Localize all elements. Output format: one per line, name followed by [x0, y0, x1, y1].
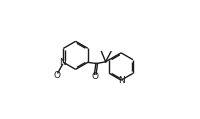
Text: N: N: [118, 76, 124, 85]
Text: N: N: [59, 58, 66, 67]
Text: O: O: [53, 71, 60, 80]
Text: O: O: [92, 72, 99, 82]
